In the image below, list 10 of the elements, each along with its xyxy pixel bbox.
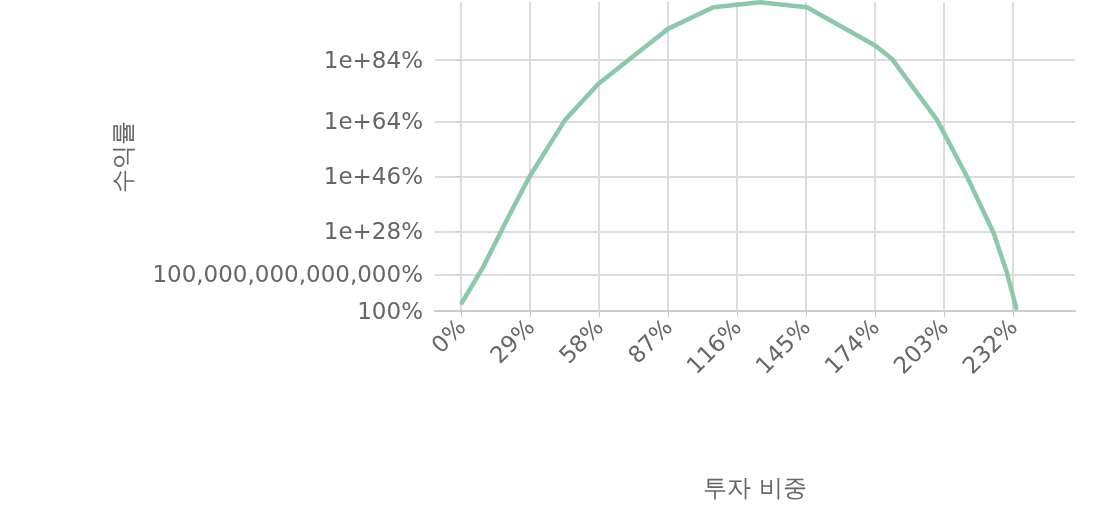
line-series bbox=[459, 0, 1019, 311]
y-tick-label: 1e+28% bbox=[323, 218, 423, 245]
y-tick-label: 1e+84% bbox=[323, 47, 423, 74]
y-tick-label: 1e+46% bbox=[323, 163, 423, 190]
y-tick-label: 100% bbox=[357, 298, 423, 324]
x-tick-label: 0% bbox=[426, 313, 471, 358]
y-tick-label: 1e+64% bbox=[323, 108, 423, 135]
y-axis-title: 수익률 bbox=[109, 120, 137, 193]
x-axis-title: 투자 비중 bbox=[703, 474, 807, 502]
y-tick-label: 100,000,000,000,000% bbox=[152, 261, 423, 288]
